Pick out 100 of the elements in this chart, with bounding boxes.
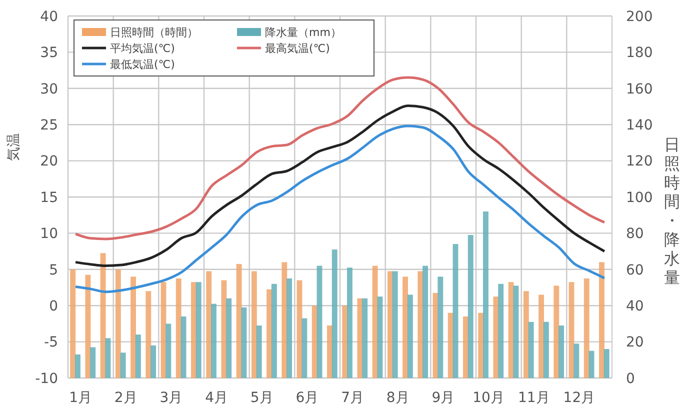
x-tick-label: 7月 <box>341 390 364 406</box>
x-tick-label: 2月 <box>114 390 138 406</box>
bar <box>105 338 111 378</box>
bar <box>452 244 458 378</box>
bar <box>468 235 474 378</box>
legend-label: 平均気温(℃) <box>110 42 175 55</box>
bar <box>191 282 196 378</box>
bar <box>206 271 212 378</box>
bar <box>483 211 488 378</box>
y-tick-label: 35 <box>40 45 58 62</box>
bar <box>407 294 413 378</box>
bar <box>418 271 424 378</box>
y-axis-title: 気温 <box>6 133 22 161</box>
bar <box>302 318 308 378</box>
bar <box>316 266 322 378</box>
bar <box>554 286 560 378</box>
bar <box>70 269 76 378</box>
bar <box>538 294 544 378</box>
bar <box>422 266 428 378</box>
x-tick-label: 8月 <box>386 390 410 406</box>
bar <box>402 276 408 378</box>
y2-tick-label: 20 <box>626 334 644 351</box>
bar <box>241 307 247 378</box>
bar <box>221 280 227 378</box>
bar <box>478 312 484 378</box>
bar <box>90 347 96 378</box>
bar <box>282 262 288 378</box>
line-series <box>74 76 606 240</box>
bar <box>357 298 363 378</box>
y2-tick-label: 40 <box>626 298 644 314</box>
y2-tick-label: 100 <box>626 190 653 206</box>
bar <box>176 278 182 378</box>
line-series <box>74 124 606 294</box>
bar <box>271 284 277 378</box>
bar <box>180 316 186 378</box>
bar <box>286 278 292 378</box>
y-tick-label: 0 <box>49 298 58 314</box>
y-tick-label: 5 <box>49 262 58 278</box>
bar <box>523 291 529 378</box>
bar <box>146 291 152 378</box>
y2-tick-label: 80 <box>626 226 644 242</box>
legend-label: 日照時間（時間） <box>110 26 198 39</box>
x-tick-label: 4月 <box>205 390 228 406</box>
x-tick-label: 6月 <box>296 390 319 406</box>
bar <box>588 350 594 378</box>
bar <box>120 352 126 378</box>
legend-label: 最低気温(℃) <box>110 58 175 71</box>
bar <box>377 296 383 378</box>
bar <box>85 274 91 378</box>
bar <box>438 276 444 378</box>
bar <box>498 284 504 378</box>
bar <box>150 345 156 378</box>
bar <box>135 334 141 378</box>
y-tick-label: -10 <box>35 370 58 387</box>
bar <box>584 278 590 378</box>
x-tick-label: 9月 <box>432 390 455 406</box>
y-tick-label: 30 <box>40 81 58 98</box>
y2-axis-title: 日照時間・降水量 <box>664 135 680 287</box>
bar <box>392 271 398 378</box>
legend-label: 降水量（mm） <box>265 26 342 39</box>
y2-tick-label: 140 <box>626 118 653 134</box>
bar <box>226 298 232 378</box>
y-tick-label: 40 <box>40 8 58 25</box>
bar <box>543 322 549 378</box>
y-tick-label: -5 <box>44 334 58 351</box>
x-tick-label: 11月 <box>518 390 550 406</box>
bar <box>211 304 216 378</box>
bar <box>312 306 318 378</box>
bar <box>166 324 172 378</box>
bar <box>528 322 534 378</box>
x-tick-label: 12月 <box>563 390 596 406</box>
y-tick-label: 20 <box>40 154 58 170</box>
bar <box>347 268 352 378</box>
bar <box>115 269 121 378</box>
bar <box>332 249 338 378</box>
bar <box>251 271 257 378</box>
x-tick-label: 1月 <box>69 390 92 406</box>
bar <box>75 354 80 378</box>
bar <box>266 289 272 378</box>
bar <box>599 262 604 378</box>
x-tick-label: 3月 <box>160 390 183 406</box>
y2-tick-label: 0 <box>626 370 635 387</box>
x-tick-label: 10月 <box>472 390 504 406</box>
legend-label: 最高気温(℃) <box>265 42 330 55</box>
bar <box>463 316 468 378</box>
y2-tick-label: 180 <box>626 45 653 62</box>
y2-tick-label: 200 <box>626 8 653 25</box>
bar <box>574 344 580 378</box>
y2-tick-label: 160 <box>626 81 653 98</box>
bar <box>236 264 242 378</box>
bar <box>100 253 106 378</box>
bar <box>387 271 393 378</box>
bar <box>256 326 262 378</box>
bar <box>558 326 564 378</box>
bar <box>448 312 454 378</box>
bar <box>342 306 348 378</box>
y-tick-label: 25 <box>40 118 58 134</box>
bar <box>196 282 202 378</box>
y-tick-label: 10 <box>40 226 58 242</box>
bar <box>327 326 332 378</box>
